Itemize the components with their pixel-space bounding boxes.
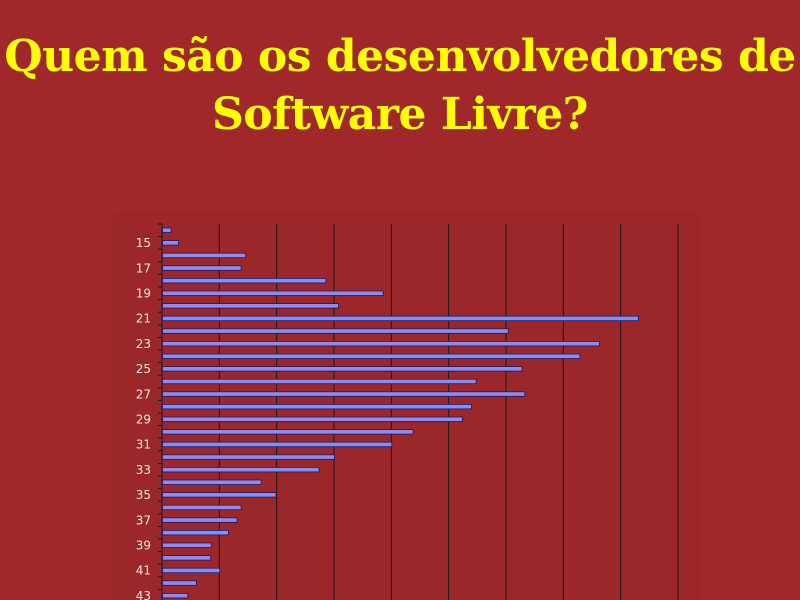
bar-20 bbox=[162, 303, 339, 309]
y-tick-label-23: 23 bbox=[136, 337, 151, 351]
y-tick-label-21: 21 bbox=[136, 312, 151, 326]
y-tick-label-25: 25 bbox=[136, 362, 151, 376]
bar-38 bbox=[162, 529, 229, 536]
bar-chart: 15 17 19 21 23 25 27 29 31 33 35 37 39 41 43 bbox=[113, 212, 700, 600]
bar-14 bbox=[162, 227, 172, 233]
title-line-2: Software Livre? bbox=[212, 89, 588, 140]
title-line-1: Quem são os desenvolvedores de bbox=[4, 31, 796, 82]
bar-34 bbox=[162, 479, 262, 485]
y-tick-label-37: 37 bbox=[136, 513, 151, 527]
bar-30 bbox=[162, 429, 414, 435]
y-tick-label-29: 29 bbox=[136, 413, 151, 427]
bar-22 bbox=[162, 328, 509, 334]
bar-24 bbox=[162, 353, 581, 359]
bar-23 bbox=[162, 340, 600, 347]
bar-39 bbox=[162, 542, 212, 548]
bar-41 bbox=[162, 567, 221, 574]
y-tick-label-15: 15 bbox=[136, 236, 151, 250]
bar-19 bbox=[162, 290, 384, 296]
chart-svg: 15 17 19 21 23 25 27 29 31 33 35 37 39 41 43 bbox=[136, 223, 679, 600]
bar-17 bbox=[162, 265, 242, 271]
y-tick-label-33: 33 bbox=[136, 463, 151, 477]
y-tick-label-39: 39 bbox=[136, 539, 151, 553]
y-tick-label-41: 41 bbox=[136, 564, 151, 578]
bar-29 bbox=[162, 416, 463, 422]
bar-16 bbox=[162, 252, 247, 259]
bar-40 bbox=[162, 555, 212, 561]
bar-37 bbox=[162, 517, 238, 523]
y-tick-label-19: 19 bbox=[136, 287, 151, 301]
bar-27 bbox=[162, 391, 526, 397]
y-tick-label-27: 27 bbox=[136, 387, 151, 401]
bar-15 bbox=[162, 240, 179, 246]
bar-18 bbox=[162, 278, 327, 284]
bar-42 bbox=[162, 580, 197, 586]
page-title: Quem são os desenvolvedores de Software … bbox=[0, 28, 800, 144]
y-tick-label-35: 35 bbox=[136, 488, 151, 502]
y-tick-label-43: 43 bbox=[136, 589, 151, 600]
y-tick-label-31: 31 bbox=[136, 438, 151, 452]
bar-31 bbox=[162, 441, 393, 448]
y-tick-label-17: 17 bbox=[136, 261, 151, 275]
bar-35 bbox=[162, 492, 277, 498]
bar-43 bbox=[162, 592, 189, 599]
bar-28 bbox=[162, 403, 472, 410]
bar-32 bbox=[162, 454, 335, 460]
bar-21 bbox=[162, 315, 639, 322]
bar-36 bbox=[162, 504, 242, 511]
bar-33 bbox=[162, 466, 320, 473]
bar-25 bbox=[162, 366, 523, 372]
bar-26 bbox=[162, 378, 477, 385]
